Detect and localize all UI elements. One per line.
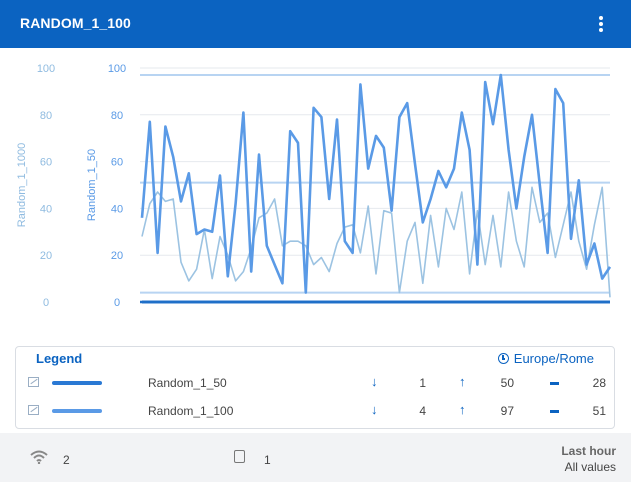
- y-axis-label: Random_1_50: [86, 149, 98, 221]
- series-line: [141, 186, 611, 298]
- series-max: 97: [500, 404, 514, 418]
- y-tick-label: 40: [111, 203, 123, 215]
- arrow-down-icon: ↓: [371, 374, 378, 389]
- line-chart: 100 80 60 40 20 0 100 80 60 40 20 0 Random_1_1000 Ran…: [0, 48, 631, 343]
- series-min: 4: [419, 404, 426, 418]
- y-tick-label: 0: [114, 297, 120, 309]
- device-icon: [234, 450, 245, 463]
- legend-row[interactable]: Random_1_50 ↓ 1 ↑ 50 28: [16, 371, 614, 395]
- y-tick-label: 20: [40, 250, 52, 262]
- devices-count: 1: [264, 453, 271, 467]
- line-chart-icon[interactable]: [28, 405, 39, 415]
- series-name: Random_1_100: [148, 404, 234, 418]
- y-tick-label: 80: [111, 110, 123, 122]
- timezone-label: Europe/Rome: [513, 351, 594, 366]
- y-tick-label: 40: [40, 203, 52, 215]
- y-axis-label: Random_1_1000: [16, 143, 28, 227]
- legend-title: Legend: [36, 351, 83, 366]
- series-swatch: [52, 409, 102, 413]
- line-chart-icon[interactable]: [28, 377, 39, 387]
- more-options-icon[interactable]: [591, 14, 611, 34]
- series-avg: 51: [592, 404, 606, 418]
- y-tick-label: 80: [40, 110, 52, 122]
- time-period[interactable]: Last hour: [561, 444, 616, 458]
- series-min: 1: [419, 376, 426, 390]
- connections-count: 2: [63, 453, 70, 467]
- average-icon: [550, 410, 559, 413]
- y-tick-label: 100: [108, 63, 126, 75]
- average-icon: [550, 382, 559, 385]
- widget-title: RANDOM_1_100: [20, 15, 131, 31]
- legend-row[interactable]: Random_1_100 ↓ 4 ↑ 97 51: [16, 399, 614, 423]
- y-tick-label: 100: [37, 63, 55, 75]
- clock-icon: [497, 353, 509, 364]
- series-line: [140, 73, 612, 294]
- series-name: Random_1_50: [148, 376, 227, 390]
- y-tick-label: 60: [111, 157, 123, 169]
- values-mode[interactable]: All values: [564, 460, 616, 474]
- legend-panel: Legend Europe/Rome Random_1_50 ↓ 1 ↑ 50 …: [15, 346, 615, 429]
- series-avg: 28: [592, 376, 606, 390]
- arrow-up-icon: ↑: [459, 402, 466, 417]
- y-tick-label: 20: [111, 250, 123, 262]
- y-tick-label: 60: [40, 157, 52, 169]
- series-swatch: [52, 381, 102, 385]
- widget-footer: 2 1 Last hour All values: [0, 433, 631, 482]
- wifi-icon: [30, 450, 48, 464]
- timezone[interactable]: Europe/Rome: [497, 351, 594, 366]
- arrow-down-icon: ↓: [371, 402, 378, 417]
- y-tick-label: 0: [43, 297, 49, 309]
- widget-header: RANDOM_1_100: [0, 0, 631, 48]
- chart-canvas: 100 80 60 40 20 0 100 80 60 40 20 0 Random_1_1000 Ran…: [16, 63, 612, 309]
- series-max: 50: [500, 376, 514, 390]
- arrow-up-icon: ↑: [459, 374, 466, 389]
